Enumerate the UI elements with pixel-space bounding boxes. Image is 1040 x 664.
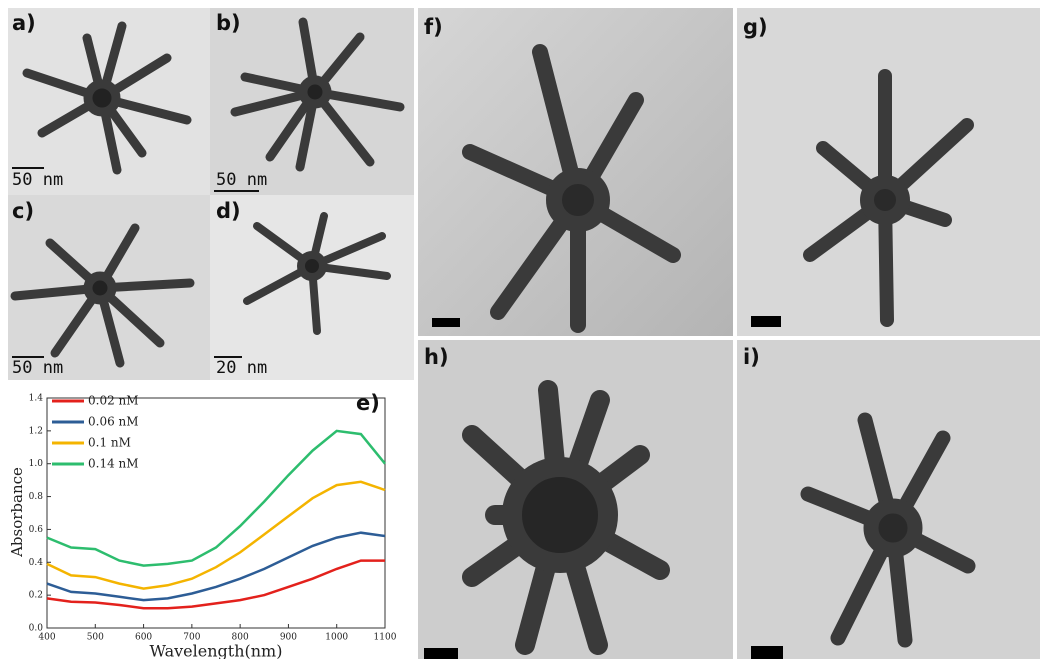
y-axis-label: Absorbance bbox=[8, 467, 26, 558]
legend-label: 0.14 nM bbox=[88, 457, 139, 471]
scale-bar-label: 20 nm bbox=[216, 358, 267, 378]
series-line bbox=[47, 431, 385, 566]
legend-label: 0.1 nM bbox=[88, 436, 131, 450]
panel-label: d) bbox=[216, 199, 241, 223]
scale-bar-label: 50 nm bbox=[216, 170, 267, 190]
x-tick-label: 1000 bbox=[325, 633, 348, 643]
panel-label: g) bbox=[743, 15, 768, 39]
x-tick-label: 600 bbox=[135, 633, 152, 643]
y-tick-label: 1.2 bbox=[29, 426, 43, 436]
panel-label: h) bbox=[424, 345, 449, 369]
x-tick-label: 800 bbox=[232, 633, 249, 643]
x-tick-label: 900 bbox=[280, 633, 297, 643]
y-tick-label: 1.0 bbox=[29, 459, 44, 469]
series-line bbox=[47, 482, 385, 589]
scale-bar-label: 50 nm bbox=[12, 170, 63, 190]
y-tick-label: 0.8 bbox=[29, 492, 44, 502]
panel-f: f) bbox=[418, 8, 733, 336]
panel-label: a) bbox=[12, 11, 36, 35]
panel-b: b) 50 nm bbox=[210, 8, 414, 195]
scale-bar-label: 50 nm bbox=[12, 358, 63, 378]
x-axis-label: Wavelength(nm) bbox=[150, 642, 283, 660]
panel-d: d) 20 nm bbox=[210, 195, 414, 380]
x-tick-label: 500 bbox=[87, 633, 104, 643]
panel-g: g) bbox=[737, 8, 1040, 336]
panel-a: a) 50 nm bbox=[8, 8, 210, 195]
x-tick-label: 700 bbox=[183, 633, 200, 643]
y-tick-label: 1.4 bbox=[29, 394, 44, 404]
x-tick-label: 400 bbox=[38, 633, 55, 643]
legend-label: 0.02 nM bbox=[88, 394, 139, 408]
y-tick-label: 0.6 bbox=[29, 525, 44, 535]
y-tick-label: 0.2 bbox=[29, 591, 43, 601]
x-tick-label: 1100 bbox=[374, 633, 397, 643]
panel-label: f) bbox=[424, 15, 443, 39]
legend-label: 0.06 nM bbox=[88, 415, 139, 429]
panel-label: i) bbox=[743, 345, 760, 369]
panel-e-chart: e) Wavelength(nm) Absorbance 0.00.20.40.… bbox=[8, 391, 397, 659]
panel-c: c) 50 nm bbox=[8, 195, 210, 380]
panel-label: e) bbox=[356, 391, 380, 415]
figure: a) 50 nm b) 50 nm c) 50 nm bbox=[0, 0, 1040, 659]
panel-label: c) bbox=[12, 199, 34, 223]
y-tick-label: 0.4 bbox=[29, 558, 44, 568]
panel-label: b) bbox=[216, 11, 241, 35]
panel-i: i) bbox=[737, 340, 1040, 659]
panel-h: h) bbox=[418, 340, 733, 659]
